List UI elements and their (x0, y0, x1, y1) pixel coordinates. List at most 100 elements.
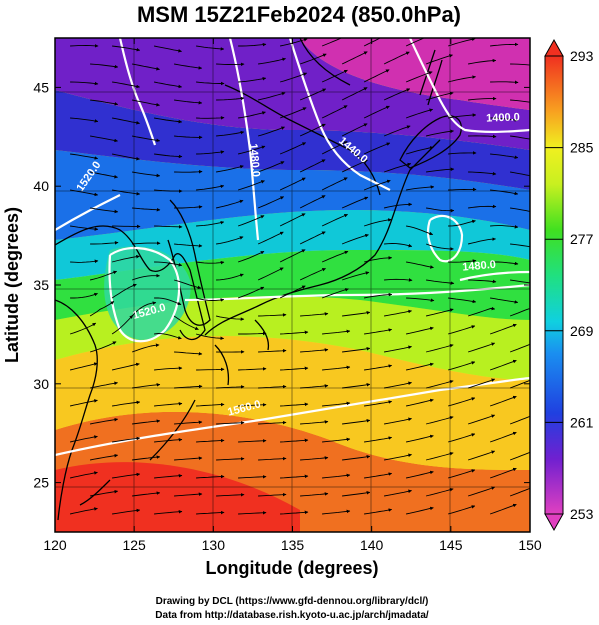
streamline (132, 491, 161, 497)
streamline (70, 259, 99, 264)
x-tick-label: 150 (518, 537, 542, 553)
streamline (321, 38, 343, 47)
streamline (132, 99, 160, 107)
streamline (196, 184, 225, 191)
colorbar-tick-label: 253 (570, 506, 594, 522)
streamline (299, 268, 326, 281)
streamline (363, 218, 392, 227)
streamline (447, 469, 476, 479)
streamline (90, 171, 118, 179)
streamline (279, 249, 306, 263)
streamline (426, 279, 455, 285)
streamline (341, 123, 368, 137)
streamline (112, 400, 141, 407)
credit-drawing: Drawing by DCL (https://www.gfd-dennou.o… (156, 596, 429, 607)
colorbar: 253 261 269 277 285 293 (544, 38, 594, 532)
streamline (154, 297, 182, 306)
streamline (237, 215, 265, 227)
streamline (299, 159, 326, 173)
streamline (173, 279, 202, 290)
streamline (384, 489, 412, 497)
streamline (69, 322, 97, 335)
streamline (447, 75, 476, 83)
streamline (70, 225, 99, 231)
streamline (468, 171, 497, 176)
colorbar-max-triangle (544, 38, 564, 57)
streamline (154, 366, 183, 371)
streamline (363, 179, 391, 191)
streamline (509, 308, 530, 317)
streamline (111, 314, 134, 335)
streamline (384, 278, 413, 282)
streamline (174, 63, 203, 70)
x-tick-label: 140 (360, 537, 384, 553)
streamline (467, 306, 496, 317)
streamline (322, 401, 351, 407)
contour-1440 (288, 38, 391, 191)
streamline (216, 236, 244, 245)
streamline (406, 470, 434, 479)
streamline (448, 113, 477, 119)
streamline (69, 471, 98, 479)
streamline (448, 187, 477, 192)
streamline (490, 297, 519, 304)
streamline (154, 261, 183, 267)
streamline (384, 345, 412, 353)
streamline (299, 88, 327, 101)
streamline (196, 510, 225, 515)
streamline (405, 71, 433, 83)
streamline (258, 492, 287, 497)
streamline (468, 58, 497, 65)
colorbar-tick-label: 293 (570, 48, 594, 64)
temperature-bands (55, 38, 530, 532)
streamline (154, 153, 183, 159)
streamline (132, 455, 161, 461)
streamline (383, 51, 410, 65)
x-tick-label: 130 (202, 537, 226, 553)
streamline (280, 402, 309, 407)
streamline (90, 489, 119, 497)
contour-label: 1400.0 (486, 111, 520, 124)
streamline (196, 45, 225, 51)
streamline (216, 492, 245, 497)
streamline (279, 142, 307, 155)
streamline (510, 279, 530, 284)
streamline (154, 509, 183, 515)
streamline (132, 419, 161, 425)
streamline (322, 509, 351, 515)
streamline (300, 456, 329, 461)
streamline (468, 279, 497, 284)
contour-1480 (228, 38, 530, 282)
streamline (426, 207, 455, 213)
band-deep-blue (55, 90, 530, 190)
x-axis-label: Longitude (degrees) (205, 558, 378, 578)
streamline (238, 402, 267, 407)
y-tick-label: 40 (33, 178, 49, 194)
colorbar-ticks: 253 261 269 277 285 293 (545, 48, 594, 522)
x-tick-label: 120 (43, 537, 67, 553)
streamline (112, 224, 141, 229)
y-axis-label: Latitude (degrees) (2, 207, 22, 363)
streamline (363, 256, 393, 263)
streamline (341, 271, 370, 281)
streamline (132, 135, 161, 143)
streamline (489, 395, 517, 407)
streamline (467, 342, 496, 353)
streamline (112, 81, 140, 89)
streamline (299, 195, 326, 209)
streamline (425, 487, 454, 497)
streamline (510, 207, 530, 212)
streamline (154, 117, 183, 124)
streamline (342, 455, 371, 461)
streamline (174, 420, 203, 425)
streamline (406, 506, 434, 515)
streamline (174, 169, 203, 174)
colorbar-tick-label: 261 (570, 414, 594, 430)
streamline (405, 108, 434, 119)
streamline (89, 301, 115, 317)
streamline (383, 125, 411, 137)
streamline (280, 330, 309, 335)
band-hot-south (55, 462, 300, 532)
streamline (174, 135, 203, 140)
streamline (89, 270, 118, 281)
